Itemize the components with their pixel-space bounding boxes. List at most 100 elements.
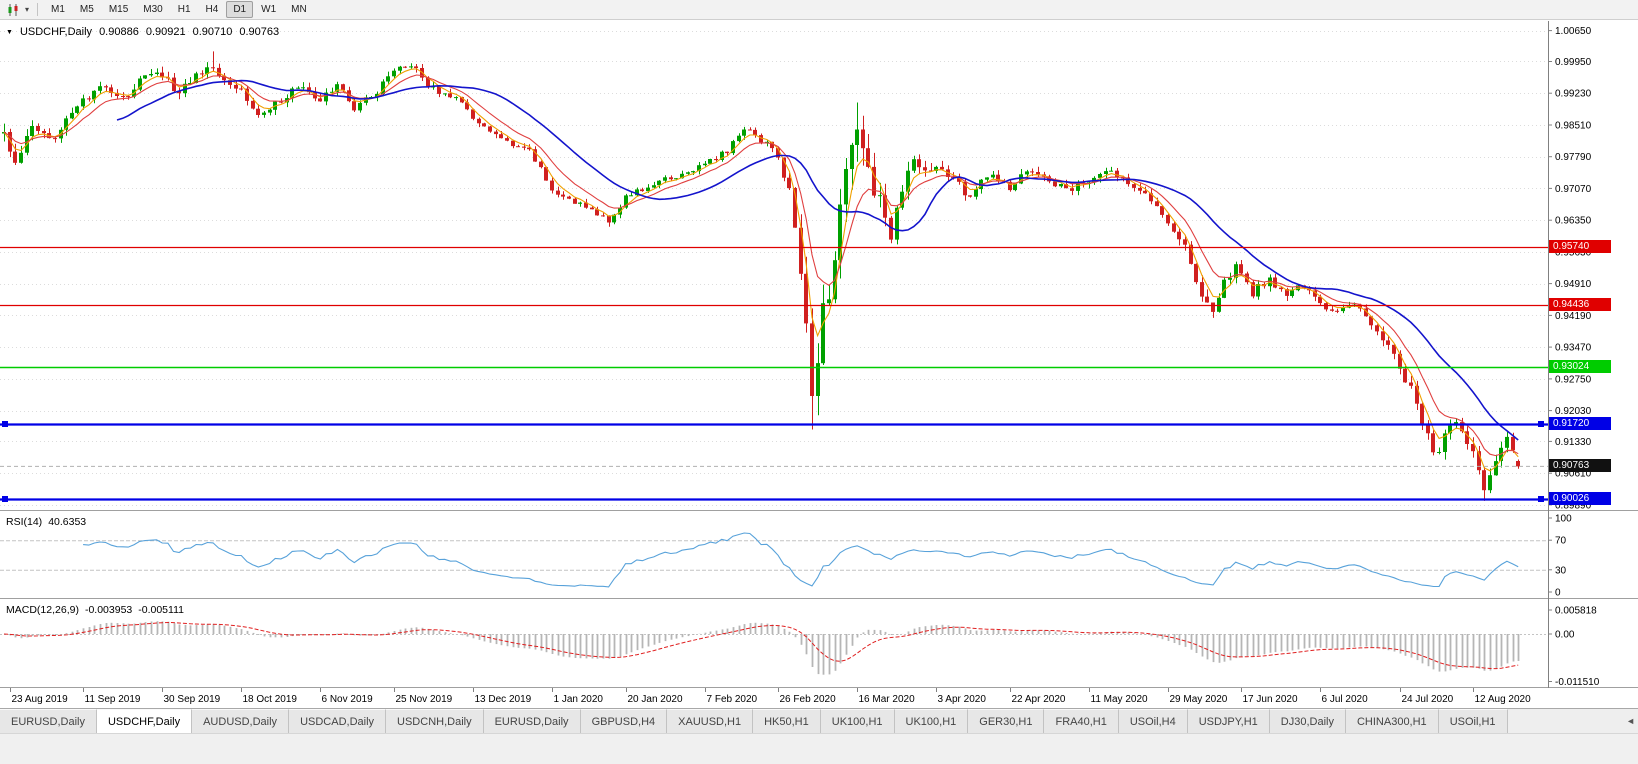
svg-text:18 Oct 2019: 18 Oct 2019 bbox=[243, 694, 298, 705]
chart-marker-icon: ▼ bbox=[6, 28, 13, 36]
hline-price-badge-0.94436[interactable]: 0.94436 bbox=[1549, 298, 1611, 311]
timeframe-button-d1[interactable]: D1 bbox=[226, 1, 254, 18]
chart-tab-bar: EURUSD,Daily USDCHF,Daily AUDUSD,Daily USDC… bbox=[0, 708, 1638, 733]
svg-text:1.00650: 1.00650 bbox=[1555, 26, 1592, 37]
svg-text:70: 70 bbox=[1555, 536, 1567, 547]
svg-text:0.00: 0.00 bbox=[1555, 630, 1575, 641]
svg-text:7 Feb 2020: 7 Feb 2020 bbox=[707, 694, 758, 705]
macd-signal-value: -0.005111 bbox=[138, 604, 184, 616]
chart-tab-18-usoil-h1[interactable]: USOil,H1 bbox=[1438, 709, 1508, 733]
macd-indicator-header: MACD(12,26,9) -0.003953 -0.005111 bbox=[6, 604, 184, 616]
svg-text:29 May 2020: 29 May 2020 bbox=[1170, 694, 1228, 705]
hline-price-badge-0.93024[interactable]: 0.93024 bbox=[1549, 360, 1611, 373]
chart-tab-17-china300-h1[interactable]: CHINA300,H1 bbox=[1345, 709, 1439, 733]
chart-tab-9-hk50-h1[interactable]: HK50,H1 bbox=[753, 709, 821, 733]
rsi-label: RSI(14) bbox=[6, 516, 43, 528]
hline-price-badge-0.91720[interactable]: 0.91720 bbox=[1549, 417, 1611, 430]
chart-tab-10-uk100-h1[interactable]: UK100,H1 bbox=[820, 709, 895, 733]
timeframe-button-m1[interactable]: M1 bbox=[51, 4, 65, 15]
svg-text:17 Jun 2020: 17 Jun 2020 bbox=[1243, 694, 1298, 705]
svg-text:23 Aug 2019: 23 Aug 2019 bbox=[12, 694, 69, 705]
toolbar-separator bbox=[37, 3, 39, 16]
svg-text:0.97070: 0.97070 bbox=[1555, 184, 1592, 195]
ohlc-open-value: 0.90886 bbox=[99, 26, 139, 38]
chart-tabs: EURUSD,Daily USDCHF,Daily AUDUSD,Daily USDC… bbox=[0, 709, 1618, 733]
current-price-badge[interactable]: 0.90763 bbox=[1549, 459, 1611, 472]
svg-text:6 Jul 2020: 6 Jul 2020 bbox=[1322, 694, 1369, 705]
ohlc-close-value: 0.90763 bbox=[239, 26, 280, 38]
chart-tab-14-usoil-h4[interactable]: USOil,H4 bbox=[1118, 709, 1188, 733]
svg-text:0.92030: 0.92030 bbox=[1555, 406, 1592, 417]
rsi-indicator-header: RSI(14) 40.6353 bbox=[6, 516, 86, 528]
svg-text:6 Nov 2019: 6 Nov 2019 bbox=[322, 694, 374, 705]
svg-text:0.89890: 0.89890 bbox=[1555, 500, 1592, 511]
svg-text:3 Apr 2020: 3 Apr 2020 bbox=[938, 694, 987, 705]
chart-ohlc-header: ▼ USDCHF,Daily 0.90886 0.90921 0.90710 0… bbox=[6, 26, 279, 38]
timeframe-button-w1[interactable]: W1 bbox=[261, 4, 277, 15]
chart-tab-7-gbpusd-h4[interactable]: GBPUSD,H4 bbox=[580, 709, 668, 733]
chart-symbol-label: USDCHF,Daily bbox=[19, 26, 93, 38]
svg-text:0.98510: 0.98510 bbox=[1555, 121, 1592, 132]
svg-text:0.99230: 0.99230 bbox=[1555, 89, 1592, 100]
svg-text:-0.011510: -0.011510 bbox=[1555, 677, 1600, 688]
timeframes-toolbar: ▾ M1 M5 M15 M30 H1 H4 D1 W1 MN bbox=[0, 0, 1638, 20]
chart-tab-2-usdchf-daily[interactable]: USDCHF,Daily bbox=[96, 709, 193, 733]
chart-tab-16-dj30-daily[interactable]: DJ30,Daily bbox=[1269, 709, 1346, 733]
chart-tab-3-audusd-daily[interactable]: AUDUSD,Daily bbox=[192, 709, 290, 733]
chart-tab-6-eurusd-daily[interactable]: EURUSD,Daily bbox=[483, 709, 581, 733]
svg-text:30 Sep 2019: 30 Sep 2019 bbox=[164, 694, 221, 705]
chart-tab-11-uk100-h1[interactable]: UK100,H1 bbox=[894, 709, 969, 733]
svg-text:0.90610: 0.90610 bbox=[1555, 469, 1592, 480]
timeframe-button-m5[interactable]: M5 bbox=[79, 4, 94, 15]
timeframe-button-h4[interactable]: H4 bbox=[205, 4, 219, 15]
ohlc-low-value: 0.90710 bbox=[192, 26, 233, 38]
chart-tab-4-usdcad-daily[interactable]: USDCAD,Daily bbox=[289, 709, 387, 733]
hline-price-badge-0.90026[interactable]: 0.90026 bbox=[1549, 492, 1611, 505]
svg-text:0.91330: 0.91330 bbox=[1555, 437, 1592, 448]
tab-scroll-left-icon[interactable]: ◄ bbox=[1626, 716, 1635, 726]
chart-tab-5-usdcnh-daily[interactable]: USDCNH,Daily bbox=[386, 709, 484, 733]
svg-text:25 Nov 2019: 25 Nov 2019 bbox=[396, 694, 453, 705]
chart-tab-13-fra40-h1[interactable]: FRA40,H1 bbox=[1044, 709, 1119, 733]
svg-text:22 Apr 2020: 22 Apr 2020 bbox=[1012, 694, 1066, 705]
status-strip bbox=[0, 733, 1638, 764]
svg-text:13 Dec 2019: 13 Dec 2019 bbox=[475, 694, 532, 705]
svg-text:16 Mar 2020: 16 Mar 2020 bbox=[859, 694, 916, 705]
svg-text:12 Aug 2020: 12 Aug 2020 bbox=[1475, 694, 1532, 705]
svg-text:11 May 2020: 11 May 2020 bbox=[1091, 694, 1149, 705]
chart-window: 1.00650 0.99950 0.99230 0.98510 0.97790 0.970… bbox=[0, 21, 1638, 708]
svg-text:0.94910: 0.94910 bbox=[1555, 279, 1592, 290]
timeframe-button-h1[interactable]: H1 bbox=[177, 4, 191, 15]
rsi-value: 40.6353 bbox=[48, 516, 87, 528]
svg-text:30: 30 bbox=[1555, 565, 1567, 576]
svg-text:0.93470: 0.93470 bbox=[1555, 343, 1592, 354]
chart-tab-12-ger30-h1[interactable]: GER30,H1 bbox=[968, 709, 1045, 733]
chart-tab-15-usdjpy-h1[interactable]: USDJPY,H1 bbox=[1187, 709, 1270, 733]
timeframe-button-m30[interactable]: M30 bbox=[143, 4, 163, 15]
timeframe-button-group: M1 M5 M15 M30 H1 H4 D1 W1 MN bbox=[44, 1, 315, 18]
timeframe-button-m15[interactable]: M15 bbox=[108, 4, 129, 15]
chart-tab-1-eurusd-daily[interactable]: EURUSD,Daily bbox=[0, 709, 97, 733]
price-chart-canvas[interactable]: 1.00650 0.99950 0.99230 0.98510 0.97790 0.970… bbox=[0, 21, 1638, 708]
svg-text:100: 100 bbox=[1555, 514, 1572, 525]
svg-text:0.96350: 0.96350 bbox=[1555, 216, 1592, 227]
svg-text:11 Sep 2019: 11 Sep 2019 bbox=[85, 694, 141, 705]
macd-label: MACD(12,26,9) bbox=[6, 604, 79, 616]
svg-text:0.94190: 0.94190 bbox=[1555, 311, 1592, 322]
svg-text:26 Feb 2020: 26 Feb 2020 bbox=[780, 694, 837, 705]
svg-text:20 Jan 2020: 20 Jan 2020 bbox=[628, 694, 683, 705]
chart-type-icon[interactable] bbox=[5, 2, 22, 18]
svg-text:1 Jan 2020: 1 Jan 2020 bbox=[554, 694, 604, 705]
svg-text:0.005818: 0.005818 bbox=[1555, 606, 1597, 617]
svg-text:0.92750: 0.92750 bbox=[1555, 374, 1592, 385]
svg-text:0: 0 bbox=[1555, 588, 1561, 599]
svg-text:0.99950: 0.99950 bbox=[1555, 57, 1592, 68]
chart-type-dropdown-icon[interactable]: ▾ bbox=[25, 5, 30, 14]
timeframe-button-mn[interactable]: MN bbox=[291, 4, 307, 15]
ohlc-high-value: 0.90921 bbox=[145, 26, 186, 38]
chart-tab-8-xauusd-h1[interactable]: XAUUSD,H1 bbox=[667, 709, 754, 733]
hline-price-badge-0.95740[interactable]: 0.95740 bbox=[1549, 240, 1611, 253]
macd-main-value: -0.003953 bbox=[84, 604, 133, 616]
svg-text:0.97790: 0.97790 bbox=[1555, 152, 1592, 163]
